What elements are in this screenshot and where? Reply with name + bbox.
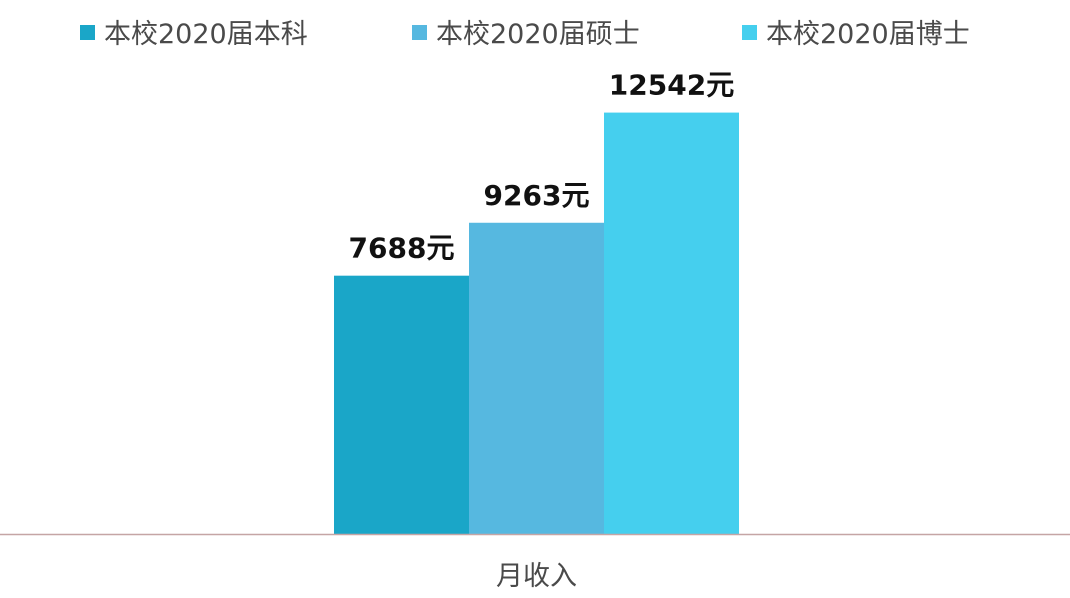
bars-group xyxy=(334,112,739,535)
legend-swatch xyxy=(80,25,95,40)
value-labels-group: 7688元 9263元 12542元 xyxy=(349,69,735,265)
x-tick-label: 月收入 xyxy=(496,561,577,592)
data-label: 12542元 xyxy=(609,69,734,102)
legend-swatch xyxy=(412,25,427,40)
legend-item: 本校2020届博士 xyxy=(742,19,970,50)
legend-item: 本校2020届硕士 xyxy=(412,19,640,50)
data-label: 9263元 xyxy=(484,179,590,212)
bar xyxy=(469,222,604,535)
bar xyxy=(334,275,469,534)
legend-label: 本校2020届博士 xyxy=(766,19,970,50)
legend-label: 本校2020届本科 xyxy=(104,19,308,50)
bar xyxy=(604,112,739,534)
legend-label: 本校2020届硕士 xyxy=(436,19,640,50)
data-label: 7688元 xyxy=(349,232,455,265)
legend-item: 本校2020届本科 xyxy=(80,19,308,50)
category-labels-group: 月收入 xyxy=(496,561,577,592)
chart-legend: 本校2020届本科 本校2020届硕士 本校2020届博士 xyxy=(80,19,970,50)
legend-swatch xyxy=(742,25,757,40)
